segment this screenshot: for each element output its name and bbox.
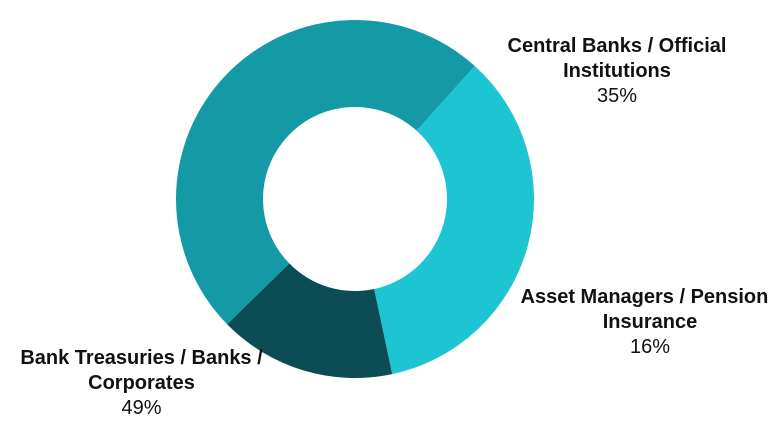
slice-percent: 35% (596, 85, 638, 107)
donut-slice-0 (374, 65, 534, 375)
donut-slice-2 (176, 20, 475, 325)
slice-name: Central Banks / Official Institutions (507, 35, 727, 82)
slice-percent: 16% (629, 336, 671, 358)
donut-slice-1 (227, 263, 393, 378)
slice-label-bank-treasuries: Bank Treasuries / Banks / Corporates 49% (0, 346, 283, 421)
slice-label-asset-managers: Asset Managers / Pension / Insurance 16% (520, 285, 771, 360)
slice-percent: 49% (121, 397, 162, 419)
slice-name: Asset Managers / Pension / Insurance (520, 286, 771, 333)
slice-name: Bank Treasuries / Banks / Corporates (20, 347, 263, 394)
slice-label-central-banks: Central Banks / Official Institutions 35… (452, 34, 771, 109)
